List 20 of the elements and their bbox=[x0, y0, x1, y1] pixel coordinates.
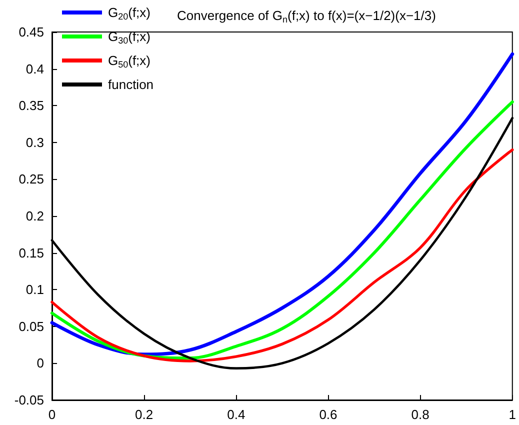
y-tick-label: 0.35 bbox=[18, 98, 44, 114]
line-series bbox=[50, 52, 514, 356]
x-tick-label: 0.6 bbox=[319, 407, 338, 422]
y-tick-label: 0.45 bbox=[18, 24, 44, 40]
x-tick-label: 0.8 bbox=[411, 407, 430, 422]
x-tick-label: 0.2 bbox=[135, 407, 154, 422]
y-tick-label: 0.3 bbox=[26, 134, 44, 150]
y-tick-label: 0.15 bbox=[18, 245, 44, 260]
x-tick-label: 0.4 bbox=[227, 407, 246, 422]
y-tick-label: 0.4 bbox=[26, 61, 44, 76]
y-tick-label: 0.25 bbox=[18, 172, 44, 187]
y-tick-label: 0.05 bbox=[18, 318, 44, 334]
y-tick-label: 0 bbox=[36, 356, 44, 371]
y-tick-label: 0.1 bbox=[26, 282, 44, 298]
legend-label: function bbox=[108, 77, 154, 92]
line-series bbox=[50, 148, 514, 362]
x-tick-label: 0 bbox=[48, 407, 56, 422]
y-tick-label: -0.05 bbox=[14, 392, 44, 408]
x-tick-label: 1 bbox=[508, 407, 516, 422]
y-tick-label: 0.2 bbox=[26, 208, 44, 224]
